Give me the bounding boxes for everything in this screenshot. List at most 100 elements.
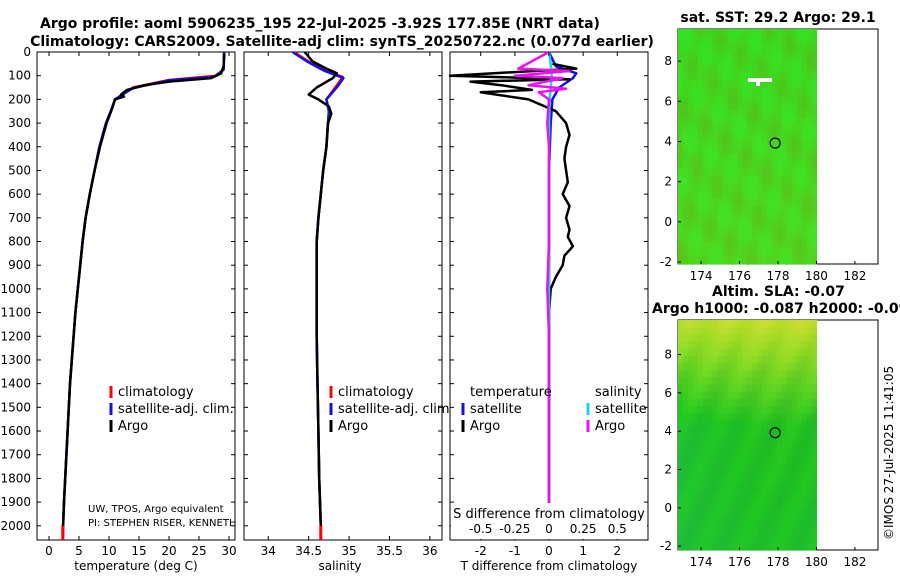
map-cell <box>727 413 733 422</box>
diff-legend-temp-argo-label: Argo <box>470 419 500 434</box>
y-tick-label: 2000 <box>0 519 31 533</box>
map-cell <box>742 370 748 379</box>
map-cell <box>737 413 743 422</box>
map-cell <box>771 492 778 501</box>
map-cell <box>697 384 704 393</box>
map-cell <box>717 420 724 429</box>
map-cell <box>767 485 773 494</box>
map-cell <box>712 219 719 228</box>
map-cell <box>806 131 813 140</box>
map-cell <box>801 109 808 118</box>
map-cell <box>811 146 818 155</box>
map-cell <box>727 341 733 350</box>
map-cell <box>806 492 813 501</box>
map-cell <box>682 51 689 59</box>
map-cell <box>717 124 724 133</box>
map-cell <box>712 87 719 96</box>
map-cell <box>732 348 738 357</box>
map-cell <box>776 168 783 177</box>
map-cell <box>737 168 743 177</box>
map-cell <box>722 168 729 177</box>
map-cell <box>712 334 719 343</box>
x-tick-label: 0 <box>45 544 53 558</box>
map-cell <box>801 320 808 328</box>
x-tick-label: -1 <box>509 544 521 558</box>
map-cell <box>757 36 763 45</box>
map-cell <box>752 327 758 335</box>
map-cell <box>707 363 714 371</box>
map-cell <box>796 413 803 422</box>
map-cell <box>717 205 724 214</box>
map-cell <box>727 73 733 81</box>
map-cell <box>771 377 778 386</box>
map-cell <box>712 384 719 393</box>
map-cell <box>791 168 798 177</box>
map-cell <box>771 175 778 184</box>
map-cell <box>722 205 729 214</box>
map-cell <box>697 153 704 162</box>
map-cell <box>697 470 704 479</box>
map-cell <box>806 514 813 522</box>
map-cell <box>687 514 694 522</box>
map-cell <box>762 153 768 162</box>
map-cell <box>702 205 709 214</box>
map-cell <box>762 320 768 328</box>
map-cell <box>806 449 813 458</box>
map-cell <box>801 542 808 551</box>
map-cell <box>697 399 704 407</box>
map-cell <box>682 442 689 450</box>
map-cell <box>712 256 719 265</box>
map-cell <box>737 420 743 429</box>
map-cell <box>767 65 773 74</box>
map-cell <box>767 542 773 551</box>
map-cell <box>742 80 748 89</box>
map-cell <box>737 58 743 67</box>
map-cell <box>757 341 763 350</box>
map-cell <box>791 348 798 357</box>
map-cell <box>796 528 803 537</box>
map-cell <box>791 205 798 214</box>
map-cell <box>771 320 778 328</box>
map-cell <box>702 58 709 67</box>
map-cell <box>801 463 808 472</box>
map-cell <box>687 435 694 443</box>
map-cell <box>707 95 714 104</box>
map-cell <box>767 334 773 343</box>
map-cell <box>732 95 738 104</box>
map-cell <box>757 87 763 96</box>
map-cell <box>687 161 694 170</box>
map-cell <box>786 205 793 214</box>
map-cell <box>801 161 808 170</box>
credit-line1: UW, TPOS, Argo equivalent <box>88 504 224 515</box>
map-cell <box>747 117 753 126</box>
map-cell <box>762 58 768 67</box>
map-cell <box>811 102 818 111</box>
map-cell <box>707 36 714 45</box>
map-cell <box>697 528 704 537</box>
map-cell <box>786 413 793 422</box>
map-cell <box>747 442 753 450</box>
map-cell <box>737 506 743 515</box>
map-cell <box>742 442 748 450</box>
map-cell <box>702 413 709 422</box>
map-cell <box>682 320 689 328</box>
map-cell <box>771 117 778 126</box>
top-x-tick-label: 0.25 <box>570 522 597 536</box>
map-cell <box>727 334 733 343</box>
map-cell <box>702 197 709 206</box>
map-cell <box>786 73 793 81</box>
map-cell <box>806 249 813 258</box>
map-cell <box>747 348 753 357</box>
map-cell <box>722 212 729 221</box>
map-cell <box>771 348 778 357</box>
map-cell <box>796 175 803 184</box>
map-cell <box>712 320 719 328</box>
map-cell <box>712 463 719 472</box>
map-cell <box>707 413 714 422</box>
map-cell <box>687 205 694 214</box>
map-cell <box>811 413 818 422</box>
map-cell <box>776 80 783 89</box>
map-cell <box>752 449 758 458</box>
map-cell <box>801 435 808 443</box>
map-cell <box>762 197 768 206</box>
